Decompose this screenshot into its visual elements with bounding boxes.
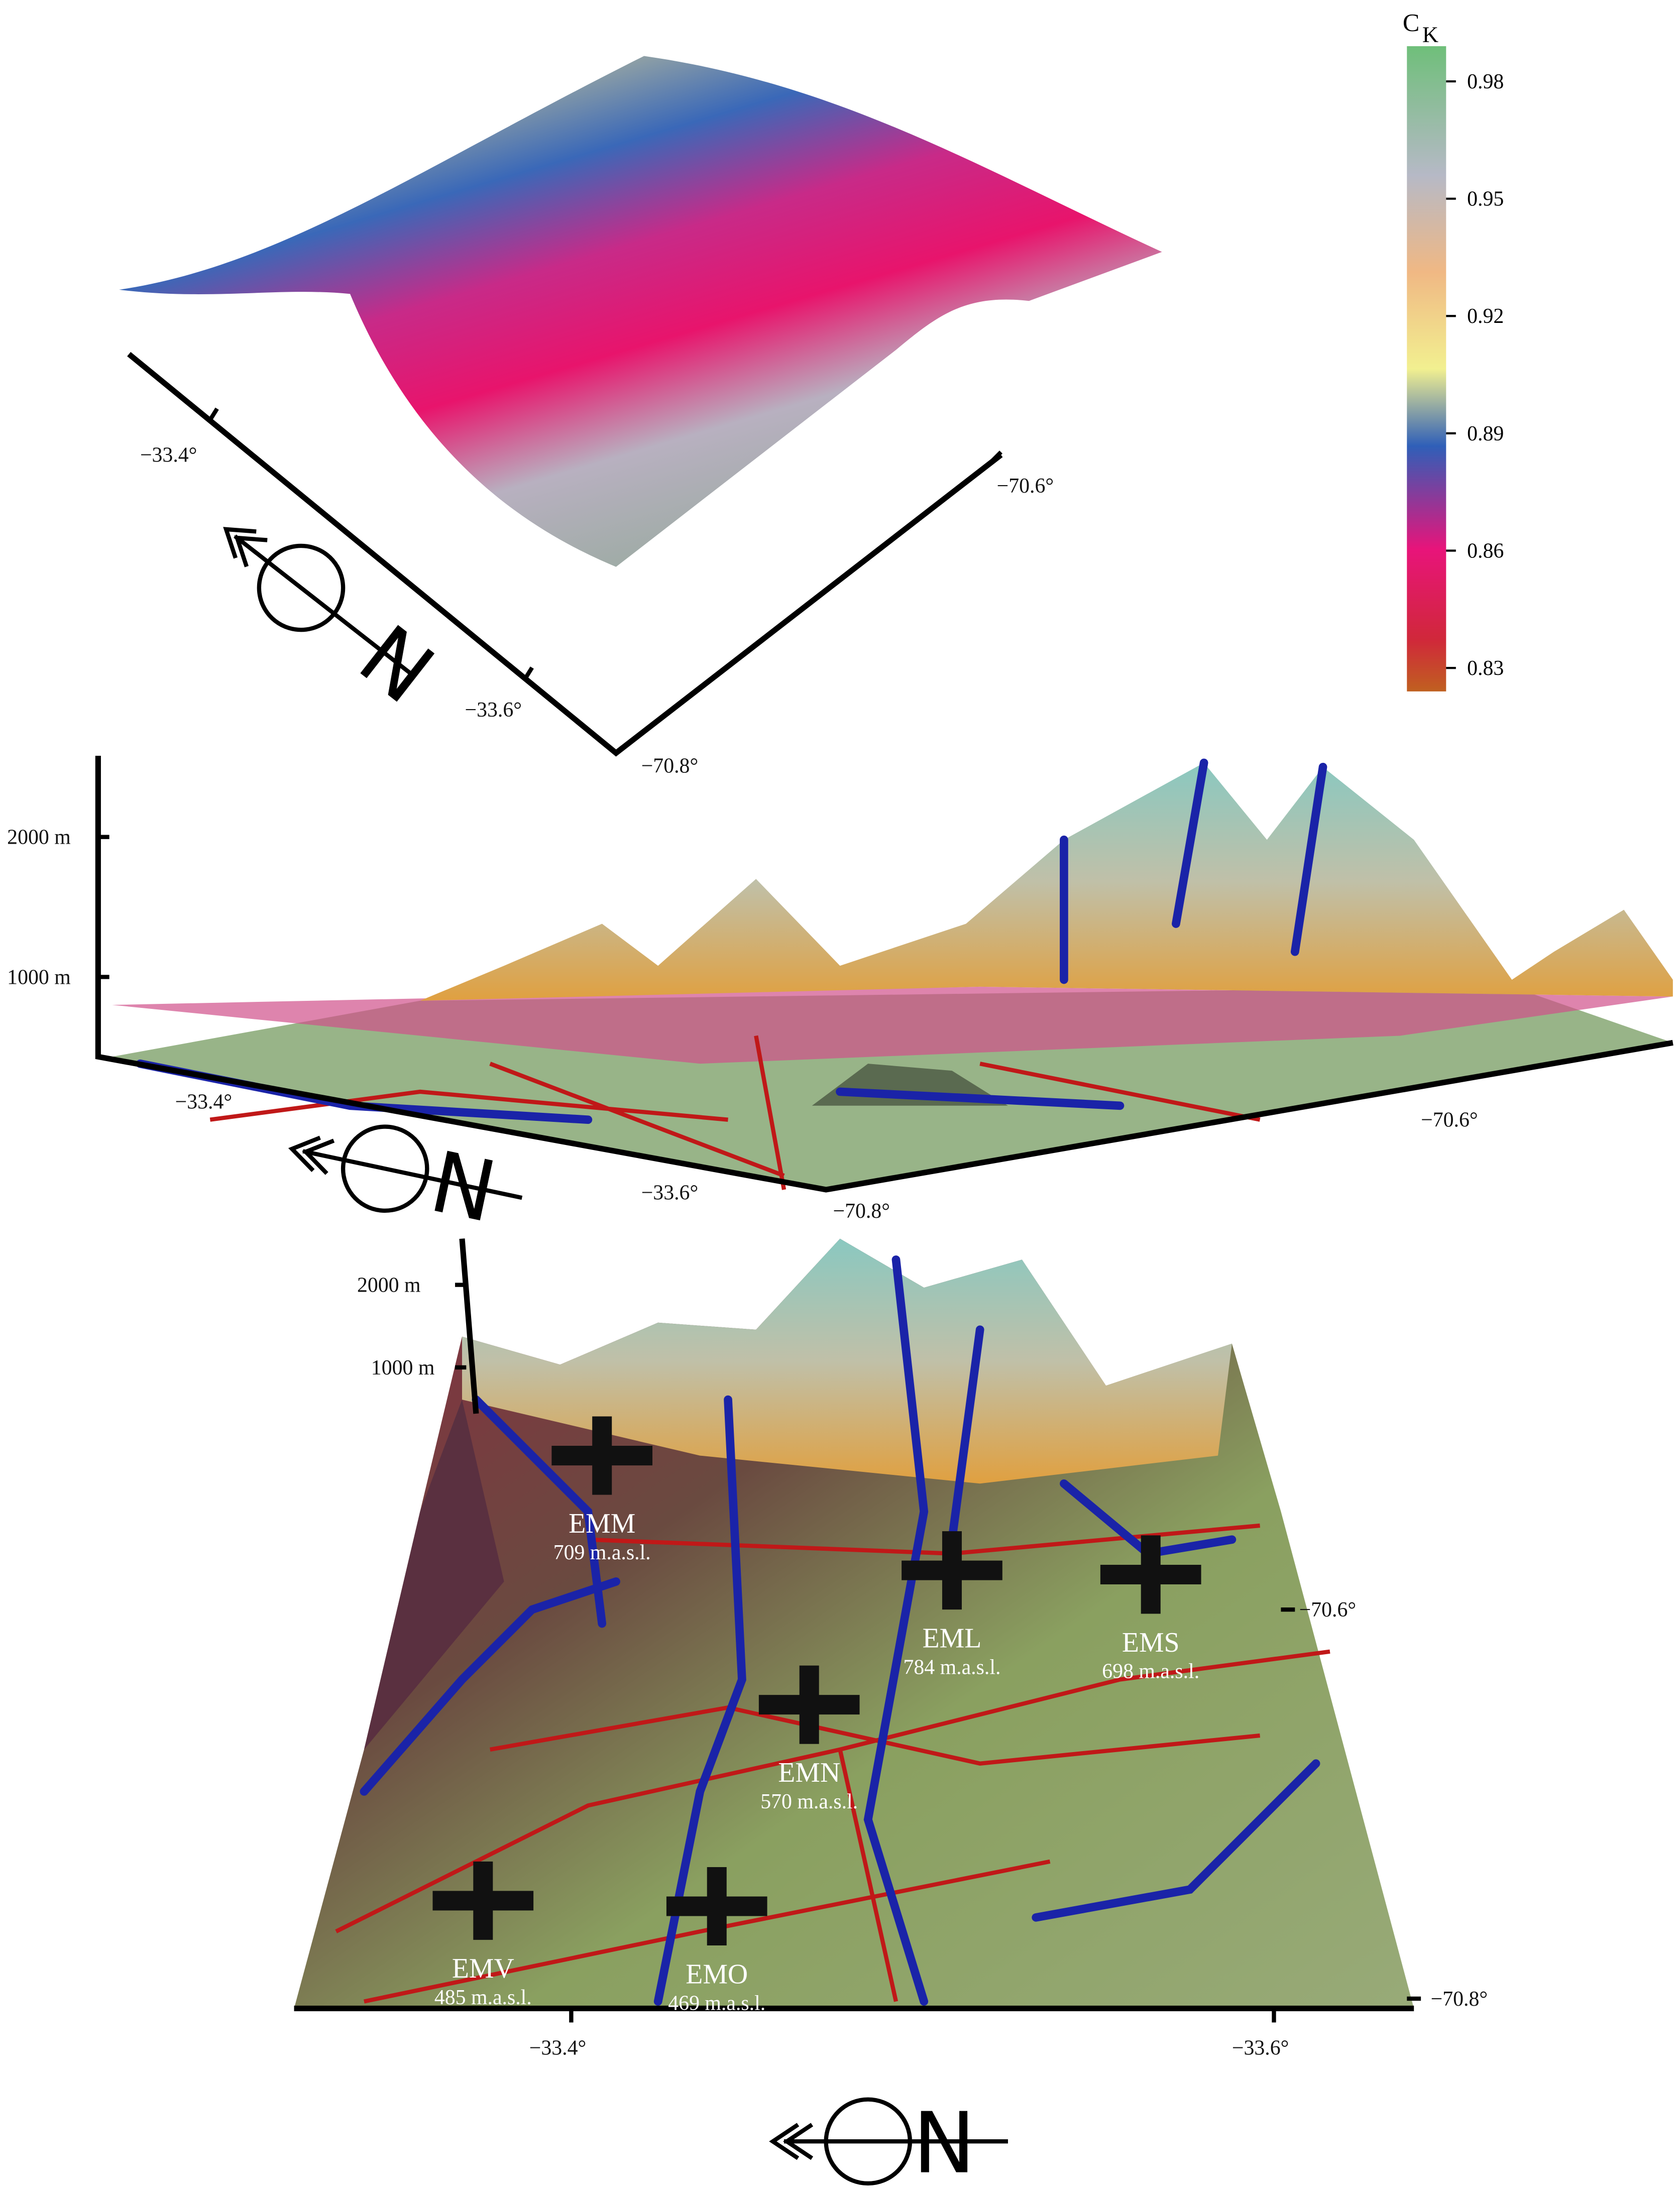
station-marker [432, 1861, 534, 1940]
colorbar: C K 0.98 0.95 0.92 0.89 0.86 0.83 [1403, 8, 1504, 692]
axis-label: −70.8° [833, 1200, 890, 1223]
station-elevation: 485 m.a.s.l. [434, 1986, 532, 2009]
station-name: EML [923, 1623, 982, 1654]
ck-plane [112, 986, 1673, 1064]
station-marker [758, 1665, 860, 1744]
station-name: EMO [686, 1958, 748, 1990]
colorbar-fill [1407, 46, 1446, 692]
colorbar-tick-label: 0.92 [1467, 305, 1504, 328]
station-marker [1100, 1535, 1201, 1614]
colorbar-tick-label: 0.89 [1467, 422, 1504, 445]
station-elevation: 570 m.a.s.l. [760, 1790, 858, 1813]
station-marker [902, 1531, 1002, 1610]
colorbar-subscript: K [1422, 22, 1438, 47]
middle-panel: 2000 m 1000 m −33.4° −33.6° −70.6° −70.8… [7, 756, 1673, 1242]
station-elevation: 469 m.a.s.l. [668, 1992, 765, 2015]
north-label: N [342, 607, 451, 723]
axis-label: −33.4° [529, 2036, 586, 2059]
z-tick-label: 1000 m [7, 966, 71, 989]
axis-label: −33.4° [140, 444, 197, 467]
station-marker [551, 1416, 653, 1495]
mountains [462, 1238, 1232, 1484]
axis-label: −70.8° [641, 754, 698, 777]
north-label: N [422, 1133, 504, 1242]
axis [294, 1238, 1414, 2012]
bottom-panel: 2000 m 1000 m −70.6° −70.8° −33.4° −33.6… [294, 1238, 1488, 2189]
mountains [420, 762, 1673, 1001]
colorbar-title: C [1403, 8, 1419, 36]
axis-label: −70.6° [997, 475, 1054, 498]
axis-label: −33.6° [1232, 2036, 1289, 2059]
top-panel: −33.4° −33.6° −70.6° −70.8° N [119, 56, 1162, 777]
colorbar-tick-label: 0.83 [1467, 657, 1504, 680]
station-elevation: 698 m.a.s.l. [1102, 1660, 1199, 1683]
z-tick-label: 2000 m [7, 826, 71, 849]
axis-label: −33.6° [641, 1182, 698, 1205]
station-name: EMN [778, 1757, 840, 1788]
axis [95, 756, 1673, 1193]
station-elevation: 709 m.a.s.l. [553, 1541, 651, 1564]
colorbar-tick-label: 0.95 [1467, 188, 1504, 211]
station-name: EMV [452, 1953, 514, 1984]
axis [127, 352, 1003, 757]
station-name: EMM [569, 1508, 635, 1539]
axis-label: −70.6° [1299, 1598, 1356, 1622]
station-name: EMS [1122, 1627, 1180, 1658]
north-label: N [913, 2095, 975, 2189]
axis-label: −70.8° [1431, 1988, 1488, 2011]
axis-label: −70.6° [1421, 1109, 1478, 1132]
colorbar-tick-label: 0.98 [1467, 70, 1504, 93]
station-elevation: 784 m.a.s.l. [904, 1656, 1001, 1679]
z-tick-label: 2000 m [357, 1274, 421, 1297]
station-marker [666, 1867, 767, 1946]
colorbar-tick-label: 0.86 [1467, 539, 1504, 562]
z-tick-label: 1000 m [371, 1356, 435, 1379]
axis-label: −33.6° [465, 699, 522, 722]
surface [119, 56, 1162, 567]
axis-label: −33.4° [175, 1090, 232, 1113]
